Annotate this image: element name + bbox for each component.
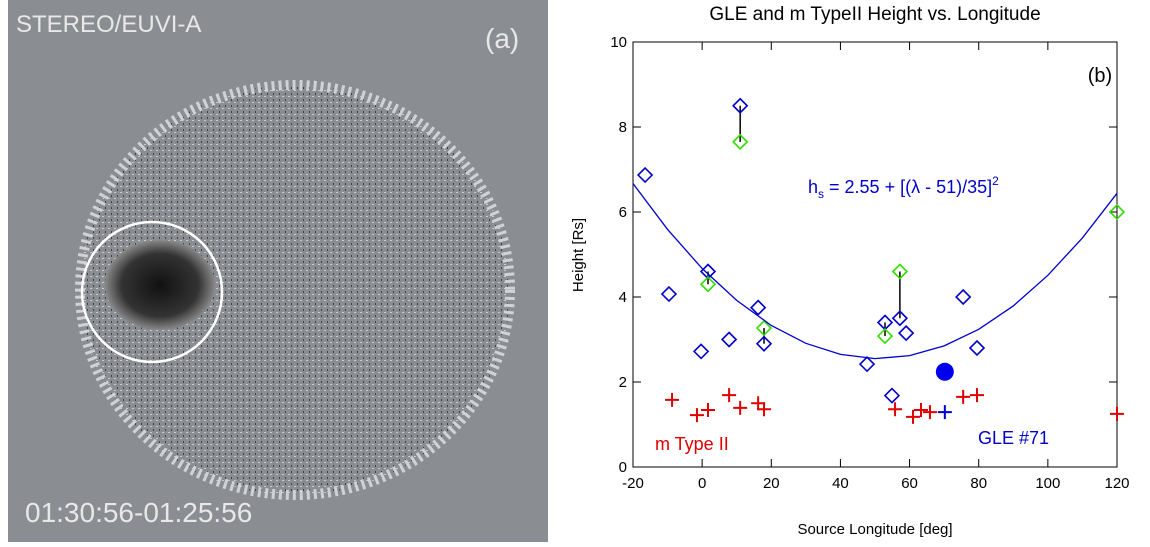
annotation: GLE #71: [978, 428, 1049, 448]
cross-marker: [937, 405, 952, 420]
cross-marker: [913, 403, 928, 418]
x-tick-label: 100: [1035, 475, 1060, 492]
timestamp: 01:30:56-01:25:56: [25, 497, 252, 528]
cross-marker: [701, 403, 716, 418]
formula-superscript: 2: [992, 174, 999, 188]
diamond-marker: [732, 97, 749, 114]
panel-label: (b): [1088, 65, 1112, 87]
cross-marker: [665, 392, 680, 407]
cross-marker: [733, 400, 748, 415]
diamond-marker: [699, 276, 717, 293]
fit-curve: [632, 183, 1118, 360]
x-tick-label: 20: [763, 475, 780, 492]
y-tick-label: 0: [619, 459, 627, 476]
formula-body: = 2.55 + [(λ - 51)/35]: [824, 177, 992, 197]
diamond-marker: [755, 319, 773, 337]
plot-frame: [632, 41, 1118, 468]
cross-marker: [922, 405, 937, 420]
x-tick-label: 40: [832, 475, 849, 492]
annotation: m Type II: [655, 434, 729, 454]
solar-disk: [75, 80, 515, 500]
diamond-marker: [876, 327, 894, 345]
chart: GLE and m TypeII Height vs. Longitude (b…: [570, 4, 1130, 538]
diamond-marker: [1108, 203, 1126, 221]
circle-marker: [935, 362, 954, 381]
y-tick-label: 4: [619, 289, 627, 306]
x-axis-label: Source Longitude [deg]: [797, 521, 952, 538]
diamond-marker: [955, 288, 972, 306]
cross-marker: [888, 402, 903, 417]
diamond-marker: [883, 387, 901, 404]
formula-subscript: s: [818, 187, 824, 201]
cross-marker: [689, 408, 704, 423]
diamond-marker: [750, 299, 767, 316]
eruption-region: [105, 240, 215, 330]
y-tick-label: 8: [619, 119, 627, 136]
x-tick-label: 80: [970, 475, 987, 492]
x-tick-label: 0: [698, 475, 706, 492]
formula-h: h: [808, 177, 818, 197]
diamond-marker: [858, 356, 876, 373]
cross-marker: [757, 402, 772, 417]
x-tick-label: 120: [1104, 475, 1129, 492]
cross-marker: [969, 388, 984, 403]
diamond-marker: [897, 324, 915, 342]
diamond-marker: [660, 285, 678, 303]
panel-label: (a): [485, 23, 519, 54]
cross-marker: [1110, 406, 1124, 421]
cross-marker: [956, 389, 971, 404]
x-tick-label: 60: [901, 475, 918, 492]
cross-marker: [906, 409, 921, 424]
diamond-marker: [720, 331, 738, 348]
diamond-marker: [891, 310, 909, 327]
diamond-marker: [968, 339, 986, 357]
diamond-marker: [755, 335, 773, 352]
x-tick-label: -20: [622, 475, 644, 492]
euv-image: STEREO/EUVI-A (a) 01:30:56-01:25:56: [8, 0, 548, 542]
y-tick-label: 10: [610, 34, 627, 51]
cross-marker: [722, 388, 737, 403]
chart-title: GLE and m TypeII Height vs. Longitude: [709, 4, 1040, 25]
cross-marker: [751, 396, 766, 411]
y-tick-label: 6: [619, 204, 627, 221]
diamond-marker: [732, 133, 749, 151]
diamond-marker: [891, 263, 909, 280]
y-axis-label: Height [Rs]: [570, 218, 587, 292]
fit-formula: hs = 2.55 + [(λ - 51)/35]2: [808, 174, 999, 201]
y-tick-label: 2: [619, 374, 627, 391]
region-circle: [80, 220, 224, 364]
diamond-marker: [692, 343, 710, 360]
instrument-label: STEREO/EUVI-A: [16, 11, 201, 38]
diamond-marker: [636, 166, 654, 184]
